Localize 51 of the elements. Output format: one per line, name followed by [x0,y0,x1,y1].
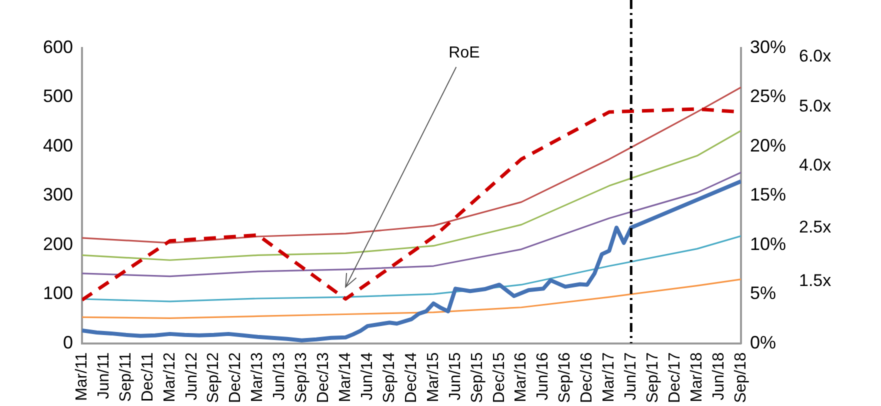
y2-tick-label: 25% [750,86,786,106]
x-tick-label: Mar/13 [249,352,266,402]
y2-tick-label: 30% [750,36,786,57]
x-tick-label: Sep/13 [293,352,310,404]
x-tick-label: Dec/17 [666,352,684,403]
text: 2.5x [799,218,832,237]
y-tick-label: 400 [42,135,74,156]
y2-tick-label: 15% [750,184,786,205]
annotation: RoE [448,44,480,62]
text: 1.5x [799,270,832,290]
x-tick-label: Mar/18 [688,352,706,402]
x-tick-label: Dec/14 [402,352,420,403]
x-tick-label: Dec/15 [490,352,508,403]
x-tick-label: Dec/12 [227,352,244,403]
y-tick-label: 200 [42,234,74,254]
x-tick-label: Sep/11 [117,352,134,402]
x-tick-label: Sep/16 [556,352,574,404]
x-tick-label: Sep/17 [644,352,662,404]
y-tick-label: 100 [42,283,74,304]
x-tick-label: Jun/12 [183,352,200,400]
x-tick-label: Jun/16 [534,352,552,400]
x-tick-label: Dec/16 [578,352,596,403]
x-tick-label: Mar/15 [424,352,442,402]
y-tick-label: 300 [42,184,74,205]
x-tick-label: Mar/11 [73,352,90,401]
x-tick-label: Jun/15 [446,352,464,400]
y2-tick-label: 20% [750,135,786,156]
text: 6.0x [799,46,832,66]
x-tick-label: Sep/15 [468,352,486,404]
x-tick-label: Jun/11 [95,352,112,400]
x-tick-label: Jun/17 [622,352,640,400]
y-tick-label: 500 [42,86,74,106]
x-tick-label: Mar/17 [600,352,618,402]
x-tick-label: Dec/13 [315,352,332,403]
x-tick-label: Sep/18 [732,352,750,404]
x-tick-label: Dec/11 [139,352,156,402]
x-tick-label: Mar/16 [512,352,530,402]
x-tick-label: Jun/13 [271,352,288,400]
y2-tick-label: 5% [750,283,776,304]
x-tick-label: Jun/18 [710,352,728,400]
x-tick-label: Mar/12 [161,352,178,402]
text: 4.0x [799,156,832,175]
y-tick-label: 0 [63,332,74,352]
x-tick-label: Jun/14 [358,352,376,400]
y2-tick-label: 10% [750,234,786,254]
x-tick-label: Sep/14 [380,352,398,404]
y2-tick-label: 0% [750,332,776,352]
x-tick-label: Mar/14 [337,352,354,402]
x-tick-label: Sep/12 [205,352,222,404]
text: 5.0x [799,96,832,116]
y-tick-label: 600 [42,36,74,57]
